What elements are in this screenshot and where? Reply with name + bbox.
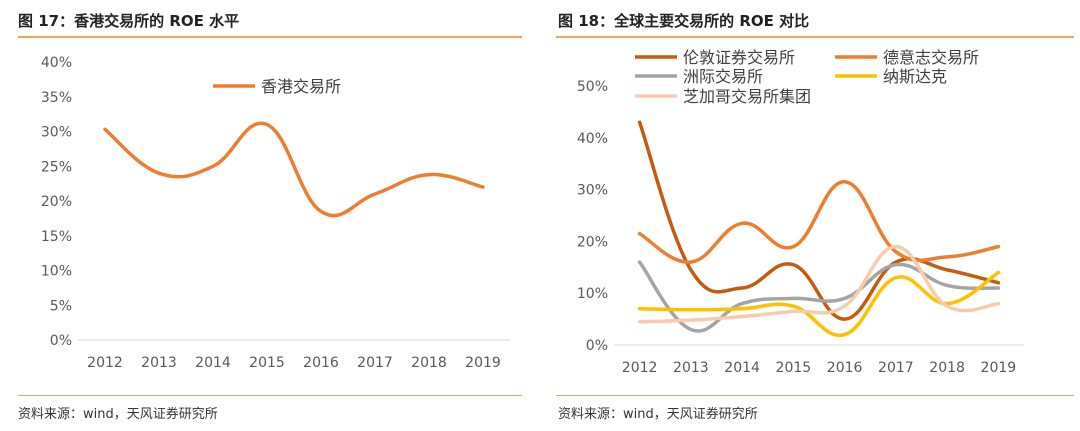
right-figure: 图 18：全球主要交易所的 ROE 对比 0% 10% 20% 30% 40% 50% 20… bbox=[550, 0, 1080, 431]
right-x-tick-label: 2019 bbox=[981, 360, 1017, 376]
right-x-tick-label: 2016 bbox=[827, 360, 863, 376]
left-source-note: 资料来源：wind，天风证券研究所 bbox=[18, 407, 218, 422]
right-x-tick-label: 2012 bbox=[622, 360, 658, 376]
left-legend-label-1: 香港交易所 bbox=[261, 77, 341, 96]
left-x-tick-label: 2018 bbox=[411, 355, 447, 371]
left-y-tick-label: 30% bbox=[41, 125, 72, 141]
right-y-tick-label: 10% bbox=[577, 286, 608, 302]
left-y-tick-label: 15% bbox=[41, 229, 72, 245]
right-legend-label-2: 德意志交易所 bbox=[883, 48, 979, 67]
right-y-tick-label: 0% bbox=[586, 338, 608, 354]
right-x-tick-label: 2015 bbox=[776, 360, 812, 376]
right-x-tick-label: 2018 bbox=[929, 360, 965, 376]
right-source-rule bbox=[556, 395, 1074, 396]
left-y-tick-label: 25% bbox=[41, 159, 72, 175]
right-series-line-4 bbox=[637, 270, 1001, 338]
left-x-tick-label: 2016 bbox=[303, 355, 339, 371]
right-y-tick-label: 20% bbox=[577, 234, 608, 250]
right-legend-label-5: 芝加哥交易所集团 bbox=[683, 87, 811, 106]
right-legend-label-4: 纳斯达克 bbox=[883, 67, 947, 86]
left-title-rule bbox=[18, 36, 522, 38]
right-series-line-2 bbox=[637, 180, 1001, 264]
right-y-tick-label: 30% bbox=[577, 183, 608, 199]
right-x-tick-label: 2013 bbox=[673, 360, 709, 376]
right-x-tick-label: 2014 bbox=[724, 360, 760, 376]
left-y-tick-label: 0% bbox=[50, 333, 72, 349]
left-y-tick-label: 10% bbox=[41, 264, 72, 280]
right-y-tick-label: 40% bbox=[577, 131, 608, 147]
right-y-tick-label: 50% bbox=[577, 79, 608, 95]
left-x-tick-label: 2019 bbox=[465, 355, 501, 371]
left-y-tick-label: 40% bbox=[41, 55, 72, 71]
right-title-rule bbox=[556, 36, 1074, 38]
left-y-tick-label: 5% bbox=[50, 298, 72, 314]
left-x-tick-label: 2017 bbox=[357, 355, 393, 371]
right-series-line-3 bbox=[637, 260, 1001, 333]
right-source-note: 资料来源：wind，天风证券研究所 bbox=[558, 407, 758, 422]
left-figure-title: 图 17：香港交易所的 ROE 水平 bbox=[18, 12, 240, 30]
right-series-line-1 bbox=[637, 120, 1001, 321]
right-x-tick-label: 2017 bbox=[878, 360, 914, 376]
right-legend-label-1: 伦敦证券交易所 bbox=[683, 48, 795, 67]
right-legend-label-3: 洲际交易所 bbox=[683, 67, 763, 86]
left-roe-chart: 0% 5% 10% 15% 20% 25% 30% 35% 40% 2012 2013 2014 201… bbox=[41, 55, 510, 371]
left-y-tick-label: 20% bbox=[41, 194, 72, 210]
right-roe-chart: 0% 10% 20% 30% 40% 50% 2012 2013 2014 2015 2016 201… bbox=[577, 48, 1024, 376]
left-x-tick-label: 2013 bbox=[141, 355, 177, 371]
left-x-tick-label: 2014 bbox=[195, 355, 231, 371]
left-series-line-1 bbox=[103, 121, 485, 218]
left-y-tick-label: 35% bbox=[41, 90, 72, 106]
left-source-rule bbox=[18, 395, 522, 396]
right-figure-title: 图 18：全球主要交易所的 ROE 对比 bbox=[558, 12, 810, 30]
left-x-tick-label: 2012 bbox=[87, 355, 123, 371]
left-figure: 图 17：香港交易所的 ROE 水平 0% 5% 10% 15% 20% 25% 30% 35… bbox=[18, 12, 522, 422]
left-x-tick-label: 2015 bbox=[249, 355, 285, 371]
right-series-line-5 bbox=[637, 244, 1001, 324]
